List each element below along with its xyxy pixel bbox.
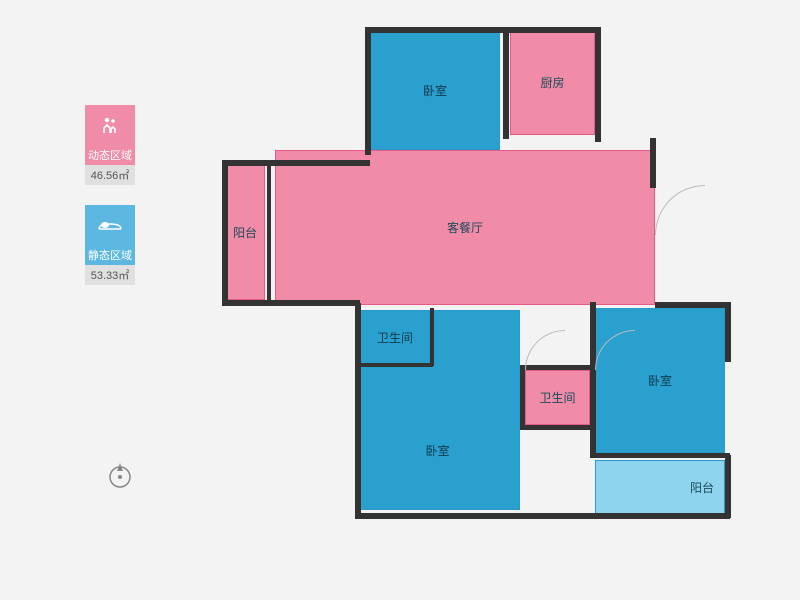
legend-static-value: 53.33㎡ [85, 265, 135, 285]
wall [365, 27, 371, 155]
legend-static: 静态区域 53.33㎡ [80, 205, 140, 285]
room-label: 卫生间 [539, 389, 575, 406]
room-living: 客餐厅 [275, 150, 655, 305]
wall [595, 27, 601, 142]
wall [650, 138, 656, 188]
room-kitchen: 厨房 [510, 30, 595, 135]
room-bedroom1: 卧室 [370, 30, 500, 150]
legend: 动态区域 46.56㎡ 静态区域 53.33㎡ [80, 105, 140, 305]
wall [520, 425, 595, 430]
wall [590, 453, 730, 458]
room-label: 阳台 [690, 479, 714, 496]
wall [590, 302, 596, 457]
room-label: 卧室 [648, 372, 672, 389]
legend-dynamic-value: 46.56㎡ [85, 165, 135, 185]
wall [358, 363, 433, 367]
room-label: 阳台 [233, 224, 257, 241]
wall [725, 302, 731, 362]
room-balcony1: 阳台 [225, 165, 265, 300]
people-icon [85, 105, 135, 145]
room-label: 卧室 [423, 82, 447, 99]
room-bedroom3: 卧室 [595, 308, 725, 453]
wall [520, 365, 525, 430]
wall [267, 163, 271, 303]
wall [503, 27, 509, 139]
wall [725, 455, 731, 518]
wall [222, 160, 370, 166]
legend-static-label: 静态区域 [85, 245, 135, 265]
room-label: 卫生间 [377, 329, 413, 346]
room-label: 卧室 [425, 442, 449, 459]
room-bath2: 卫生间 [525, 370, 590, 425]
bed-icon [85, 205, 135, 245]
door-arc [655, 185, 705, 235]
room-balcony2: 阳台 [595, 460, 725, 515]
floor-plan: 客餐厅卧室厨房阳台卧室卧室阳台卫生间卫生间 [225, 30, 730, 560]
wall [365, 27, 600, 33]
wall [430, 308, 434, 366]
wall [355, 303, 361, 518]
wall [655, 302, 730, 308]
room-bath1: 卫生间 [360, 310, 430, 365]
room-label: 厨房 [540, 74, 564, 91]
compass-icon [105, 460, 135, 490]
legend-dynamic-label: 动态区域 [85, 145, 135, 165]
room-label: 客餐厅 [447, 219, 483, 236]
wall [222, 160, 228, 305]
wall [355, 513, 730, 519]
door-arc [525, 330, 565, 370]
wall [222, 300, 360, 306]
legend-dynamic: 动态区域 46.56㎡ [80, 105, 140, 185]
